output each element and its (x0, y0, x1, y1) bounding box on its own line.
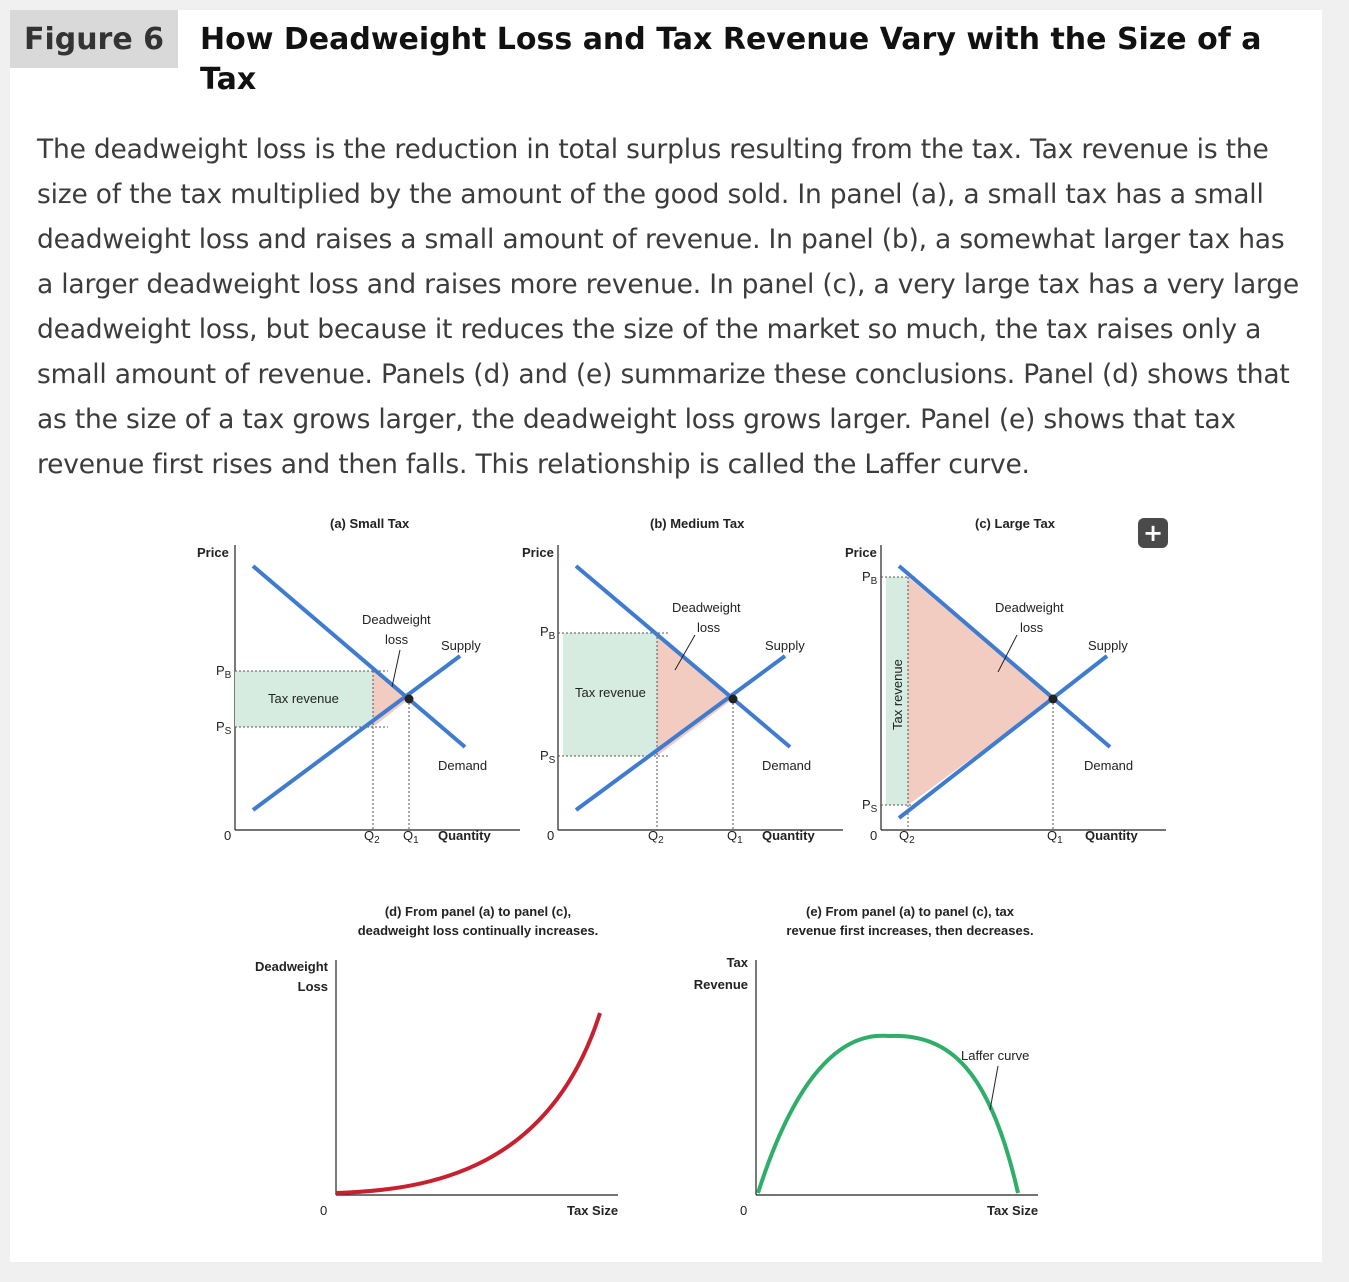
panel-a: (a) Small Tax Price Tax revenue Deadweig… (197, 516, 520, 846)
panel-d-deadweight-loss-curve (335, 1012, 602, 1195)
panel-a-dwl-label: Deadweight (362, 612, 431, 627)
panel-c-q1-label: Q1 (1047, 828, 1063, 846)
panel-e-laffer-curve (756, 1033, 1020, 1194)
panel-a-demand-label: Demand (438, 758, 487, 773)
panel-a-ps-label: PS (216, 719, 232, 737)
panel-b-title: (b) Medium Tax (650, 516, 745, 531)
figure-card: Figure 6 How Deadweight Loss and Tax Rev… (10, 10, 1322, 1262)
panel-b-dwl-label: Deadweight (672, 600, 741, 615)
panel-b-supply-curve (574, 654, 787, 812)
panel-b-deadweight-loss-area (657, 633, 733, 756)
panel-c-dwl-label-2: loss (1020, 620, 1044, 635)
panel-c-q2-label: Q2 (899, 828, 915, 846)
panel-b-y-axis-label: Price (522, 545, 554, 560)
panel-c-dwl-label: Deadweight (995, 600, 1064, 615)
panel-d-x-axis-label: Tax Size (567, 1203, 618, 1218)
panel-a-q2-label: Q2 (364, 828, 380, 846)
panel-e-y-axis-label-1: Tax (727, 955, 749, 970)
panel-c-y-axis-label: Price (845, 545, 877, 560)
panel-a-revenue-label: Tax revenue (268, 691, 339, 706)
panel-a-supply-label: Supply (441, 638, 481, 653)
panel-b-tax-revenue-area (563, 633, 657, 756)
panel-d-origin: 0 (320, 1203, 327, 1218)
panel-c-deadweight-loss-area (908, 577, 1053, 805)
panel-e-x-axis-label: Tax Size (987, 1203, 1038, 1218)
panel-a-pb-label: PB (216, 663, 232, 681)
panel-b-q1-label: Q1 (727, 828, 743, 846)
panel-c-equilibrium-point (1048, 694, 1058, 704)
panel-b-supply-label: Supply (765, 638, 805, 653)
panel-a-q1-label: Q1 (403, 828, 419, 846)
panel-c-demand-curve (897, 564, 1112, 749)
panel-e: (e) From panel (a) to panel (c), tax rev… (694, 904, 1038, 1218)
panel-b-ps-label: PS (540, 748, 556, 766)
panel-c-title: (c) Large Tax (975, 516, 1056, 531)
panel-c: (c) Large Tax Price Tax revenue Deadweig… (845, 516, 1166, 846)
panel-b-x-axis-label: Quantity (762, 828, 815, 843)
panel-a-y-axis-label: Price (197, 545, 229, 560)
panel-b-dwl-label-2: loss (697, 620, 721, 635)
panel-a-demand-curve (251, 564, 467, 749)
panel-c-supply-curve (897, 654, 1109, 820)
panel-e-origin: 0 (740, 1203, 747, 1218)
figure-caption: The deadweight loss is the reduction in … (37, 134, 1299, 480)
panel-c-revenue-label: Tax revenue (890, 659, 905, 730)
panel-b-demand-label: Demand (762, 758, 811, 773)
figure-label: Figure 6 (10, 10, 178, 68)
panel-b-revenue-label: Tax revenue (575, 685, 646, 700)
panel-a-title: (a) Small Tax (330, 516, 410, 531)
panel-c-demand-label: Demand (1084, 758, 1133, 773)
panel-c-ps-label: PS (862, 797, 878, 815)
panel-d-title-line2: deadweight loss continually increases. (358, 923, 599, 938)
panel-c-supply-label: Supply (1088, 638, 1128, 653)
figure-graphic: (a) Small Tax Price Tax revenue Deadweig… (197, 516, 1166, 1218)
panel-d-y-axis-label-1: Deadweight (255, 959, 329, 974)
panel-b-origin: 0 (547, 828, 554, 843)
panel-c-x-axis-label: Quantity (1085, 828, 1138, 843)
panel-c-origin: 0 (870, 828, 877, 843)
figure-title: How Deadweight Loss and Tax Revenue Vary… (200, 22, 1262, 97)
panel-e-laffer-label: Laffer curve (961, 1048, 1029, 1063)
panel-c-pb-label: PB (862, 569, 878, 587)
panel-e-title-line1: (e) From panel (a) to panel (c), tax (806, 904, 1015, 919)
panel-b-pb-label: PB (540, 624, 556, 642)
panel-a-origin: 0 (224, 828, 231, 843)
panel-e-y-axis-label-2: Revenue (694, 977, 748, 992)
expand-button[interactable]: + (1138, 518, 1168, 548)
panel-e-title-line2: revenue first increases, then decreases. (786, 923, 1033, 938)
panel-b-equilibrium-point (728, 694, 738, 704)
panel-d: (d) From panel (a) to panel (c), deadwei… (255, 904, 618, 1218)
panel-a-x-axis-label: Quantity (438, 828, 491, 843)
panel-d-y-axis-label-2: Loss (298, 979, 328, 994)
panel-c-tax-revenue-area (886, 577, 908, 805)
panel-a-tax-revenue-area (235, 671, 373, 727)
panel-b: (b) Medium Tax Price Tax revenue Deadwei… (522, 516, 843, 846)
panel-a-dwl-label-2: loss (385, 632, 409, 647)
panel-d-title-line1: (d) From panel (a) to panel (c), (385, 904, 571, 919)
panel-a-equilibrium-point (404, 694, 414, 704)
panel-a-supply-curve (251, 654, 462, 812)
panel-b-q2-label: Q2 (648, 828, 664, 846)
plus-icon: + (1142, 519, 1164, 547)
